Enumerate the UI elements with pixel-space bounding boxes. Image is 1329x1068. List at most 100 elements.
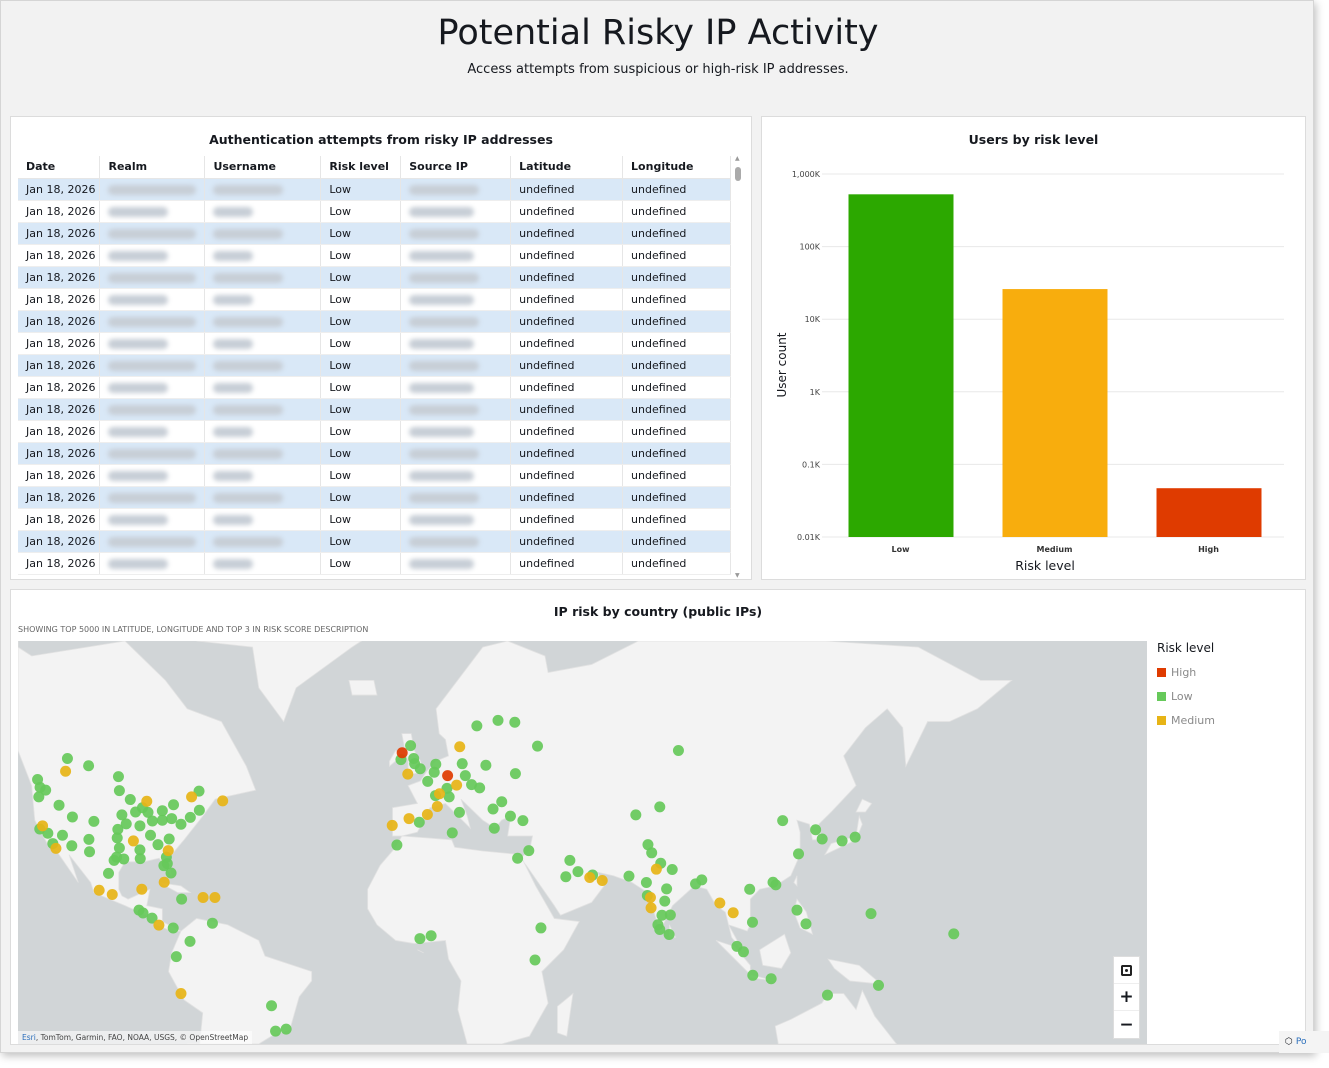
ip-point-low[interactable]	[535, 922, 547, 934]
ip-point-low[interactable]	[280, 1023, 292, 1035]
ip-point-low[interactable]	[654, 801, 666, 813]
ip-point-low[interactable]	[666, 864, 678, 876]
ip-point-low[interactable]	[529, 954, 541, 966]
ip-point-low[interactable]	[266, 1000, 278, 1012]
ip-point-low[interactable]	[391, 839, 403, 851]
ip-point-low[interactable]	[165, 867, 177, 879]
ip-point-low[interactable]	[112, 823, 124, 835]
ip-point-low[interactable]	[872, 979, 884, 991]
ip-point-medium[interactable]	[37, 820, 49, 832]
ip-point-medium[interactable]	[714, 897, 726, 909]
ip-point-low[interactable]	[696, 874, 708, 886]
ip-point-low[interactable]	[664, 909, 676, 921]
ip-point-low[interactable]	[120, 818, 132, 830]
table-row[interactable]: Jan 18, 2026 Low undefined undefined	[18, 464, 731, 487]
ip-point-low[interactable]	[623, 870, 635, 882]
ip-point-low[interactable]	[193, 785, 205, 797]
ip-point-low[interactable]	[504, 810, 516, 822]
ip-point-low[interactable]	[512, 852, 524, 864]
ip-point-low[interactable]	[663, 929, 675, 941]
ip-point-low[interactable]	[270, 1025, 282, 1037]
ip-point-low[interactable]	[33, 791, 45, 803]
ip-point-low[interactable]	[948, 928, 960, 940]
ip-point-low[interactable]	[146, 912, 158, 924]
ip-point-medium[interactable]	[727, 907, 739, 919]
ip-point-medium[interactable]	[127, 835, 139, 847]
ip-point-low[interactable]	[156, 805, 168, 817]
ip-point-low[interactable]	[791, 904, 803, 916]
ip-point-low[interactable]	[61, 753, 73, 765]
ip-point-medium[interactable]	[454, 741, 466, 753]
ip-point-low[interactable]	[66, 840, 78, 852]
powered-by-badge[interactable]: ⬡ Po	[1279, 1031, 1329, 1053]
ip-point-low[interactable]	[40, 784, 52, 796]
ip-point-low[interactable]	[646, 847, 658, 859]
ip-point-low[interactable]	[428, 766, 440, 778]
ip-point-medium[interactable]	[209, 892, 221, 904]
ip-point-low[interactable]	[446, 827, 458, 839]
table-row[interactable]: Jan 18, 2026 Low undefined undefined	[18, 244, 731, 267]
ip-point-low[interactable]	[166, 813, 178, 825]
ip-point-low[interactable]	[810, 824, 822, 836]
ip-point-low[interactable]	[425, 930, 437, 942]
ip-point-low[interactable]	[414, 933, 426, 945]
ip-point-medium[interactable]	[402, 768, 414, 780]
table-row[interactable]: Jan 18, 2026 Low undefined undefined	[18, 508, 731, 531]
ip-point-medium[interactable]	[650, 863, 662, 875]
ip-point-low[interactable]	[471, 720, 483, 732]
table-row[interactable]: Jan 18, 2026 Low undefined undefined	[18, 354, 731, 377]
table-row[interactable]: Jan 18, 2026 Low undefined undefined	[18, 552, 731, 575]
ip-point-low[interactable]	[767, 876, 779, 888]
ip-point-medium[interactable]	[60, 765, 72, 777]
ip-point-low[interactable]	[560, 871, 572, 883]
ip-point-low[interactable]	[459, 770, 471, 782]
ip-point-low[interactable]	[492, 714, 504, 726]
ip-point-low[interactable]	[66, 811, 78, 823]
ip-point-low[interactable]	[409, 758, 421, 770]
ip-point-low[interactable]	[134, 853, 146, 865]
ip-point-low[interactable]	[32, 773, 44, 785]
ip-point-medium[interactable]	[141, 795, 153, 807]
recenter-button[interactable]	[1114, 957, 1139, 984]
table-row[interactable]: Jan 18, 2026 Low undefined undefined	[18, 332, 731, 355]
ip-point-medium[interactable]	[584, 871, 596, 883]
ip-point-medium[interactable]	[106, 889, 118, 901]
zoom-in-button[interactable]: +	[1114, 984, 1139, 1011]
ip-point-low[interactable]	[422, 775, 434, 787]
ip-point-medium[interactable]	[136, 883, 148, 895]
table-row[interactable]: Jan 18, 2026 Low undefined undefined	[18, 442, 731, 465]
table-row[interactable]: Jan 18, 2026 Low undefined undefined	[18, 310, 731, 333]
legend-item-medium[interactable]: Medium	[1157, 714, 1215, 727]
esri-link[interactable]: Esri	[22, 1033, 36, 1042]
ip-point-medium[interactable]	[644, 892, 656, 904]
ip-point-medium[interactable]	[186, 791, 198, 803]
ip-point-low[interactable]	[113, 785, 125, 797]
ip-point-medium[interactable]	[596, 875, 608, 887]
ip-point-low[interactable]	[103, 867, 115, 879]
ip-point-low[interactable]	[865, 908, 877, 920]
ip-point-low[interactable]	[800, 918, 812, 930]
ip-point-low[interactable]	[156, 814, 168, 826]
ip-point-low[interactable]	[480, 759, 492, 771]
ip-point-low[interactable]	[849, 831, 861, 843]
ip-point-low[interactable]	[56, 829, 68, 841]
ip-point-low[interactable]	[453, 806, 465, 818]
ip-point-low[interactable]	[116, 809, 128, 821]
table-row[interactable]: Jan 18, 2026 Low undefined undefined	[18, 266, 731, 289]
ip-point-low[interactable]	[206, 917, 218, 929]
ip-point-medium[interactable]	[645, 902, 657, 914]
ip-point-low[interactable]	[836, 835, 848, 847]
ip-point-low[interactable]	[744, 883, 756, 895]
ip-point-medium[interactable]	[153, 919, 165, 931]
ip-point-low[interactable]	[158, 860, 170, 872]
table-row[interactable]: Jan 18, 2026 Low undefined undefined	[18, 486, 731, 509]
table-row[interactable]: Jan 18, 2026 Low undefined undefined	[18, 178, 731, 201]
ip-point-medium[interactable]	[175, 988, 187, 1000]
ip-point-low[interactable]	[654, 923, 666, 935]
ip-point-low[interactable]	[146, 815, 158, 827]
ip-point-low[interactable]	[124, 794, 136, 806]
ip-point-low[interactable]	[572, 866, 584, 878]
ip-point-medium[interactable]	[217, 795, 229, 807]
table-row[interactable]: Jan 18, 2026 Low undefined undefined	[18, 530, 731, 553]
ip-point-low[interactable]	[488, 822, 500, 834]
